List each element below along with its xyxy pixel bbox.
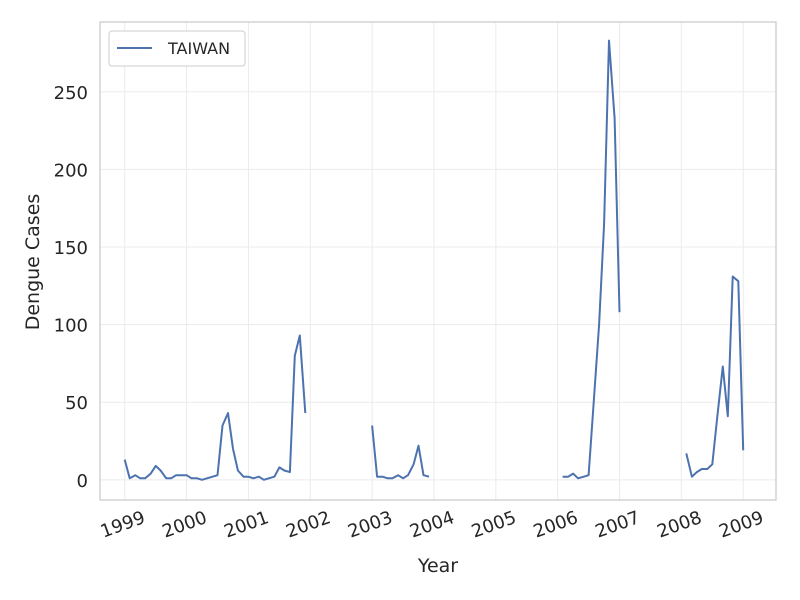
y-tick-label: 200 bbox=[54, 160, 88, 181]
y-axis-ticks: 0 50 100 150 200 250 bbox=[54, 83, 88, 492]
legend-label: TAIWAN bbox=[167, 39, 230, 58]
y-tick-label: 0 bbox=[77, 471, 88, 492]
y-tick-label: 50 bbox=[65, 393, 88, 414]
y-axis-label: Dengue Cases bbox=[22, 194, 44, 331]
y-tick-label: 100 bbox=[54, 316, 88, 337]
series-line-segment bbox=[562, 39, 621, 480]
y-tick-label: 250 bbox=[54, 83, 88, 104]
legend: TAIWAN bbox=[108, 30, 246, 67]
grid bbox=[100, 22, 776, 500]
series-layer bbox=[123, 39, 745, 481]
legend-box bbox=[108, 30, 246, 67]
y-tick-label: 150 bbox=[54, 238, 88, 259]
series-line-segment bbox=[685, 275, 745, 478]
series-line-segment bbox=[371, 425, 430, 480]
plot-frame bbox=[99, 21, 777, 501]
series-line-segment bbox=[123, 334, 307, 481]
x-axis-label: Year bbox=[417, 555, 458, 577]
